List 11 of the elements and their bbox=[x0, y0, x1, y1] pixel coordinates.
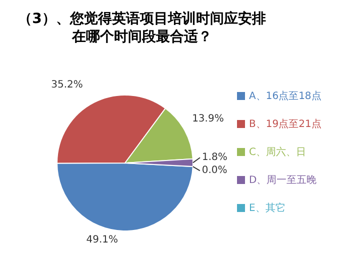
data-label: 49.1% bbox=[86, 234, 118, 246]
chart-title: （3）、您觉得英语项目培训时间应安排在哪个时间段最合适？ bbox=[17, 10, 267, 46]
text: 0.0% bbox=[202, 165, 228, 176]
data-label: 13.9% bbox=[192, 113, 224, 124]
legend-label: B、19点至21点 bbox=[249, 119, 322, 130]
data-label: 1.8% bbox=[202, 152, 228, 164]
data-label: 35.2% bbox=[51, 79, 83, 90]
legend-label: A、16点至18点 bbox=[249, 91, 322, 102]
legend-label: D、周一至五晚 bbox=[249, 175, 317, 186]
legend-label: E、其它 bbox=[249, 203, 286, 214]
legend-label: C、周六、日 bbox=[249, 147, 306, 158]
